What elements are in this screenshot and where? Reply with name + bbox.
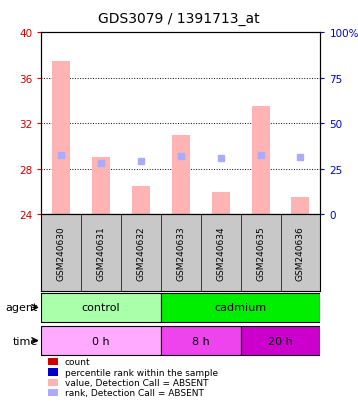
Text: GSM240635: GSM240635 — [256, 225, 265, 280]
Text: GSM240634: GSM240634 — [216, 226, 225, 280]
Text: GSM240632: GSM240632 — [136, 226, 145, 280]
Bar — [161, 293, 320, 323]
Bar — [132, 186, 150, 215]
Bar — [212, 192, 230, 215]
Bar — [41, 326, 161, 356]
Bar — [172, 135, 190, 215]
Text: GSM240633: GSM240633 — [176, 225, 185, 280]
Text: GSM240631: GSM240631 — [97, 225, 106, 280]
Bar — [241, 326, 320, 356]
Bar — [52, 62, 70, 215]
Text: GDS3079 / 1391713_at: GDS3079 / 1391713_at — [98, 12, 260, 26]
Text: agent: agent — [5, 303, 38, 313]
Text: 8 h: 8 h — [192, 336, 210, 346]
Text: 0 h: 0 h — [92, 336, 110, 346]
Bar — [291, 198, 309, 215]
Text: control: control — [82, 303, 120, 313]
Text: 20 h: 20 h — [268, 336, 293, 346]
Bar — [161, 326, 241, 356]
Text: count: count — [65, 357, 91, 366]
Bar — [41, 293, 161, 323]
Text: GSM240636: GSM240636 — [296, 225, 305, 280]
Text: GSM240630: GSM240630 — [57, 225, 66, 280]
Text: value, Detection Call = ABSENT: value, Detection Call = ABSENT — [65, 378, 208, 387]
Text: rank, Detection Call = ABSENT: rank, Detection Call = ABSENT — [65, 388, 204, 397]
Bar — [252, 107, 270, 215]
Bar — [92, 158, 110, 215]
Text: time: time — [12, 336, 38, 346]
Text: cadmium: cadmium — [214, 303, 267, 313]
Text: percentile rank within the sample: percentile rank within the sample — [65, 368, 218, 377]
